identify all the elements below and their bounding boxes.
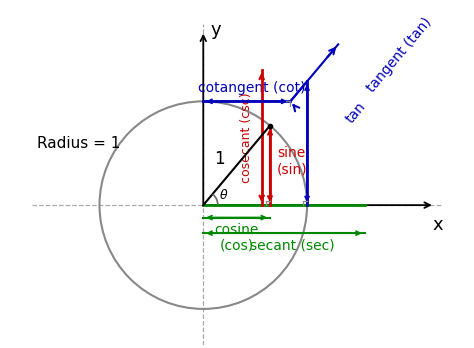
Text: secant (sec): secant (sec)	[250, 238, 334, 252]
Text: θ: θ	[220, 189, 228, 202]
Text: tan: tan	[343, 99, 369, 126]
Text: cotangent (cot): cotangent (cot)	[198, 81, 306, 95]
Text: cosecant (csc): cosecant (csc)	[240, 92, 254, 183]
Text: 1: 1	[215, 150, 225, 168]
Text: y: y	[210, 21, 221, 39]
Text: cosine
(cos): cosine (cos)	[214, 223, 259, 253]
Text: Radius = 1: Radius = 1	[37, 136, 120, 151]
Text: x: x	[432, 215, 443, 234]
Text: tangent (tan): tangent (tan)	[364, 15, 434, 95]
Text: sine
(sin): sine (sin)	[277, 146, 308, 176]
